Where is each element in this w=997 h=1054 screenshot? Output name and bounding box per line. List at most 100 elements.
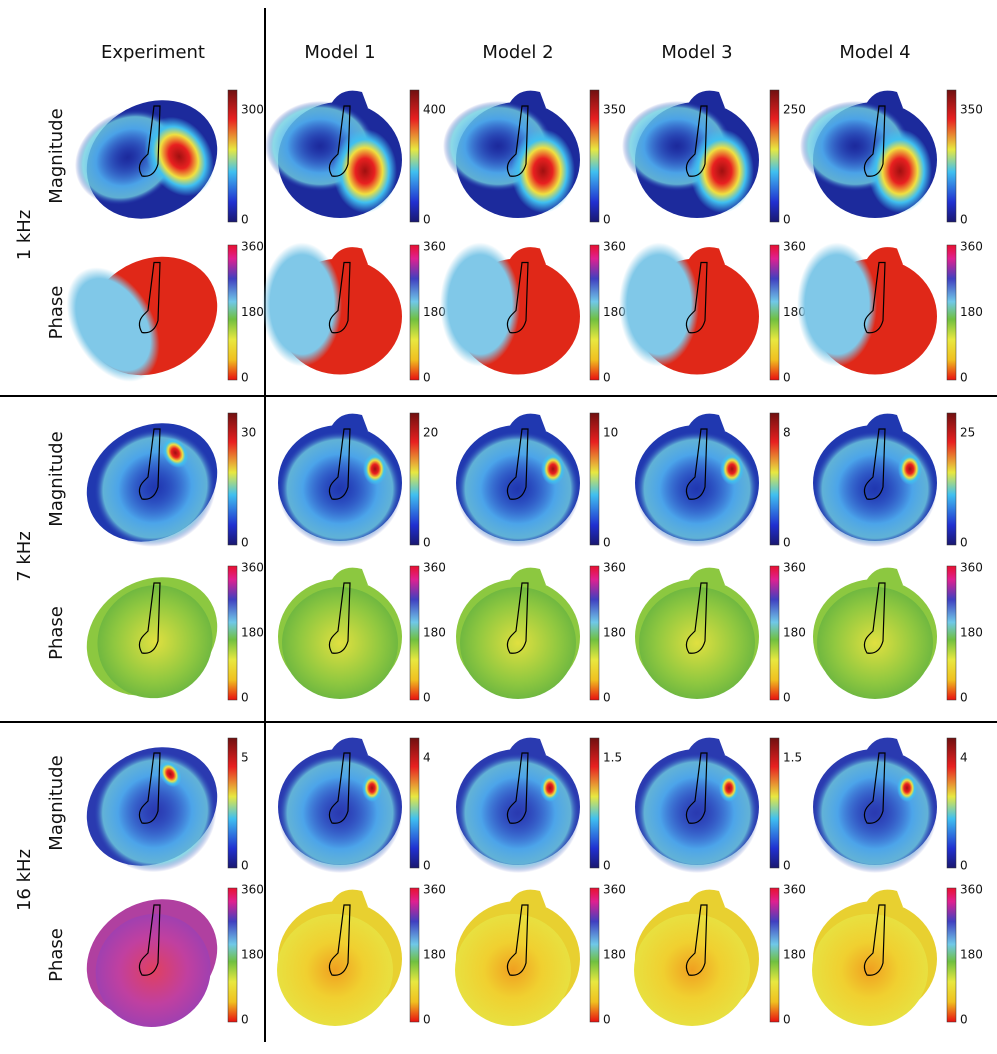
colorbar-tick-label: 180 [603,626,626,640]
colorbar-tick-label: 0 [960,213,968,227]
field-region [144,116,214,197]
field-region [93,751,217,873]
field-region [635,753,759,873]
membrane-top [508,737,546,755]
manubrium [138,261,161,334]
membrane-top [865,567,903,585]
colorbar-tick-label: 0 [603,691,611,705]
colorbar [589,737,600,869]
field-region [277,914,393,1026]
field-region [812,914,928,1026]
colorbar-tick-label: 350 [960,103,983,117]
membrane-top [687,247,725,265]
manubrium [863,582,886,654]
field-region [897,774,917,802]
field-region [690,129,754,213]
membrane-top [330,90,368,108]
membrane-top [508,567,546,585]
manubrium [863,752,886,824]
heatmap-panel [278,413,402,547]
colorbar-tick-label: 180 [423,948,446,962]
membrane-top [687,90,725,108]
colorbar [409,565,420,701]
heatmap-panel [278,567,402,699]
membrane-top [508,413,546,431]
colorbar-tick-label: 360 [783,561,806,575]
manubrium [863,428,886,500]
manubrium [328,904,351,976]
manubrium [328,582,351,654]
colorbar [769,412,780,546]
colorbar-tick-label: 0 [423,1013,431,1027]
manubrium [138,428,161,500]
field-region [634,914,750,1026]
colorbar-tick-label: 180 [960,305,983,319]
colorbar-tick-label: 20 [423,426,438,440]
manubrium [328,105,351,177]
colorbar-tick-label: 360 [603,240,626,254]
field-region [460,587,576,699]
field-region [619,242,699,367]
colorbar-tick-label: 400 [423,103,446,117]
colorbar-tick-label: 0 [603,1013,611,1027]
heatmap-panel [265,90,402,218]
field-region [278,431,402,547]
membrane-top [330,247,368,265]
field-region [162,437,189,468]
colorbar-tick-label: 0 [783,691,791,705]
colorbar-tick-label: 30 [241,426,256,440]
colorbar [227,244,238,381]
colorbar-tick-label: 180 [241,305,264,319]
column-header: Model 3 [661,42,732,63]
colorbar [227,412,238,546]
colorbar [769,244,780,381]
membrane-top [687,889,725,907]
field-region [797,242,877,367]
heatmap-panel [635,413,759,547]
field-region [720,453,744,485]
field-region [639,587,755,699]
membrane-top [687,413,725,431]
colorbar-tick-label: 0 [783,213,791,227]
colorbar [227,737,238,869]
heatmap-panel [86,899,218,1027]
colorbar-tick-label: 360 [783,240,806,254]
colorbar-tick-label: 1.5 [603,751,622,765]
colorbar [409,412,420,546]
field-region [333,129,397,213]
membrane-top [865,90,903,108]
manubrium [328,752,351,824]
colorbar-tick-label: 0 [423,859,431,873]
heatmap-panel [813,567,937,699]
heatmap-panel [443,90,580,218]
colorbar-tick-label: 5 [241,751,249,765]
colorbar-tick-label: 10 [603,426,618,440]
manubrium [863,261,886,334]
colorbar [227,887,238,1023]
heatmap-panel [813,737,937,873]
heatmap-panel [622,90,759,218]
colorbar-tick-label: 0 [603,213,611,227]
field-region [540,774,560,802]
field-region [278,753,402,873]
field-region [97,585,213,699]
colorbar-tick-label: 360 [423,240,446,254]
heatmap-panel [86,423,218,547]
colorbar-tick-label: 0 [960,859,968,873]
manubrium [685,752,708,824]
colorbar-tick-label: 0 [960,1013,968,1027]
field-region [898,453,922,485]
colorbar-tick-label: 0 [603,536,611,550]
heatmap-panel [812,889,937,1026]
manubrium [685,105,708,177]
colorbar-tick-label: 250 [783,103,806,117]
colorbar-tick-label: 180 [960,626,983,640]
colorbar-tick-label: 350 [603,103,626,117]
colorbar-tick-label: 0 [423,536,431,550]
colorbar-tick-label: 180 [241,948,264,962]
membrane-top [865,413,903,431]
colorbar-tick-label: 360 [241,240,264,254]
colorbar-tick-label: 180 [603,948,626,962]
heatmap-panel [800,90,937,218]
heatmap-panel [456,737,580,873]
